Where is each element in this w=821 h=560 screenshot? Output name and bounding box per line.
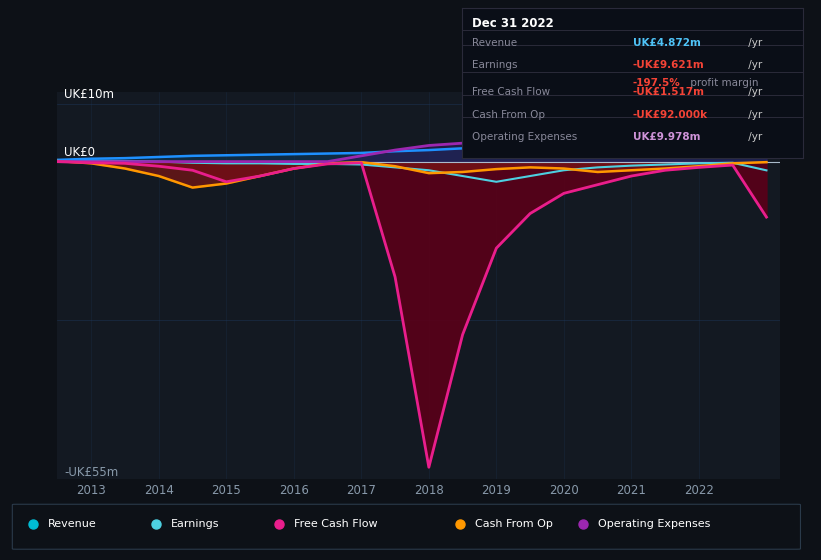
Text: /yr: /yr <box>745 132 762 142</box>
Text: profit margin: profit margin <box>687 78 759 88</box>
Text: /yr: /yr <box>745 87 762 97</box>
Text: -UK£92.000k: -UK£92.000k <box>632 110 708 120</box>
Text: Earnings: Earnings <box>171 519 219 529</box>
Text: Free Cash Flow: Free Cash Flow <box>294 519 378 529</box>
Text: -UK£1.517m: -UK£1.517m <box>632 87 704 97</box>
Text: UK£0: UK£0 <box>64 146 95 158</box>
Text: -UK£55m: -UK£55m <box>64 466 118 479</box>
Text: Operating Expenses: Operating Expenses <box>598 519 710 529</box>
Text: UK£4.872m: UK£4.872m <box>632 38 700 48</box>
Text: Free Cash Flow: Free Cash Flow <box>472 87 551 97</box>
Text: -UK£9.621m: -UK£9.621m <box>632 60 704 71</box>
Text: Cash From Op: Cash From Op <box>475 519 553 529</box>
Text: Cash From Op: Cash From Op <box>472 110 545 120</box>
Text: UK£10m: UK£10m <box>64 88 114 101</box>
Text: -197.5%: -197.5% <box>632 78 681 88</box>
Text: Operating Expenses: Operating Expenses <box>472 132 578 142</box>
Text: Revenue: Revenue <box>48 519 96 529</box>
Text: /yr: /yr <box>745 38 762 48</box>
Text: UK£9.978m: UK£9.978m <box>632 132 700 142</box>
Text: Revenue: Revenue <box>472 38 517 48</box>
Text: /yr: /yr <box>745 60 762 71</box>
Text: Earnings: Earnings <box>472 60 518 71</box>
Text: /yr: /yr <box>745 110 762 120</box>
Text: Dec 31 2022: Dec 31 2022 <box>472 17 554 30</box>
